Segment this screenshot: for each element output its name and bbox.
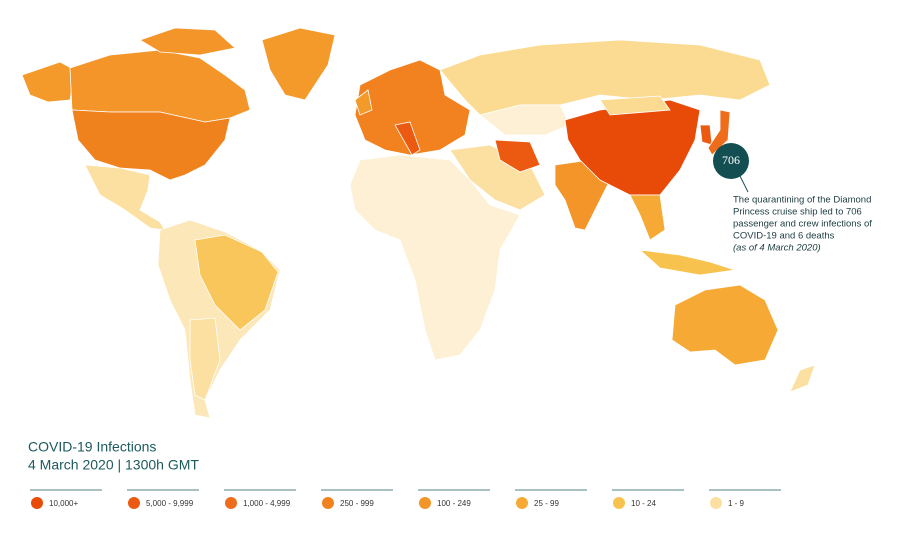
legend-swatch <box>322 497 334 509</box>
world-map <box>21 27 816 419</box>
mexico <box>84 164 166 231</box>
legend-label: 25 - 99 <box>534 499 559 508</box>
legend: 10,000+ 5,000 - 9,999 1,000 - 4,999 250 - 9… <box>30 489 781 509</box>
legend-label: 5,000 - 9,999 <box>146 499 194 508</box>
legend-swatch <box>613 497 625 509</box>
argentina-chile <box>189 317 221 401</box>
annotation-line: passenger and crew infections of <box>733 219 872 230</box>
legend-label: 100 - 249 <box>437 499 471 508</box>
bubble-label: 706 <box>722 153 740 167</box>
southeast-asia <box>629 194 666 241</box>
arctic-islands <box>139 27 236 56</box>
legend-swatch <box>31 497 43 509</box>
annotation-line: COVID-19 and 6 deaths <box>733 231 835 242</box>
europe <box>354 59 471 156</box>
annotation: 706 The quarantining of the DiamondPrinc… <box>713 143 872 254</box>
annotation-text: The quarantining of the DiamondPrincess … <box>733 195 872 254</box>
australia <box>671 284 779 366</box>
annotation-bubble <box>713 143 749 179</box>
legend-swatch <box>225 497 237 509</box>
annotation-line: The quarantining of the Diamond <box>733 195 871 206</box>
japan <box>707 109 731 156</box>
usa <box>71 109 231 181</box>
korea <box>699 124 713 146</box>
legend-label: 1,000 - 4,999 <box>243 499 291 508</box>
indonesia <box>638 249 736 276</box>
alaska <box>21 61 76 103</box>
brazil <box>194 234 279 331</box>
legend-label: 1 - 9 <box>728 499 745 508</box>
mongolia <box>599 95 671 116</box>
legend-swatch <box>419 497 431 509</box>
legend-label: 10,000+ <box>49 499 78 508</box>
italy <box>394 121 421 156</box>
legend-swatch <box>516 497 528 509</box>
annotation-line: Princess cruise ship led to 706 <box>733 207 862 218</box>
map-title: COVID-19 Infections <box>28 439 156 455</box>
annotation-leader <box>739 175 749 193</box>
new-zealand <box>789 364 816 393</box>
uk <box>354 89 373 116</box>
annotation-note: (as of 4 March 2020) <box>733 243 821 254</box>
iran <box>494 139 541 173</box>
greenland <box>261 27 336 101</box>
legend-swatch <box>128 497 140 509</box>
legend-label: 10 - 24 <box>631 499 656 508</box>
legend-swatch <box>710 497 722 509</box>
africa <box>349 154 521 361</box>
legend-label: 250 - 999 <box>340 499 374 508</box>
map-subtitle: 4 March 2020 | 1300h GMT <box>28 457 199 473</box>
